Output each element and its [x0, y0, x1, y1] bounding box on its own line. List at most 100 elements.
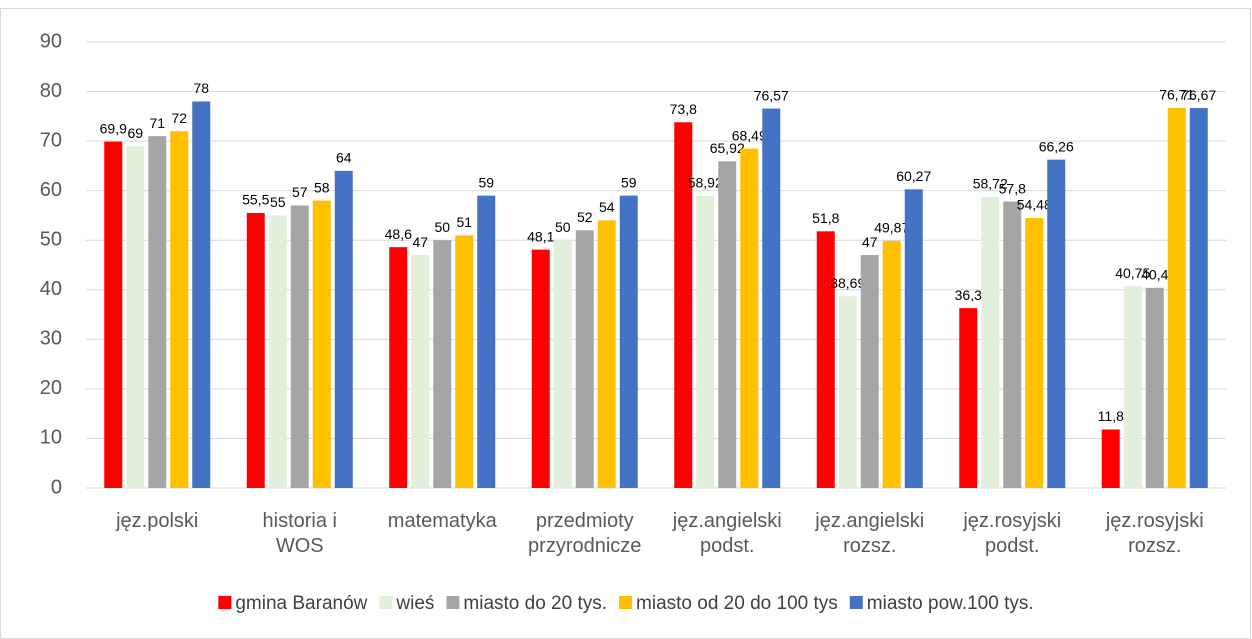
- legend-label: gmina Baranów: [235, 593, 367, 614]
- bar: [1003, 201, 1022, 488]
- value-label: 51,8: [812, 210, 839, 226]
- value-label: 50: [434, 219, 450, 235]
- value-label: 36,3: [955, 287, 982, 303]
- value-label: 69: [127, 125, 143, 141]
- bar: [740, 148, 759, 488]
- value-label: 40,75: [1115, 265, 1150, 281]
- value-label: 73,8: [670, 101, 697, 117]
- legend-label: wieś: [395, 593, 434, 614]
- value-label: 47: [862, 234, 878, 250]
- bar: [531, 249, 550, 488]
- value-label: 68,49: [732, 127, 767, 143]
- x-tick-label: jęz.rosyjski podst.: [962, 510, 1061, 557]
- y-tick-label: 40: [40, 278, 62, 300]
- bar: [981, 197, 1000, 489]
- x-tick-label: jęz.rosyjski rozsz.: [1105, 510, 1204, 557]
- legend-label: miasto pow.100 tys.: [867, 593, 1034, 614]
- value-label: 58,92: [688, 175, 723, 191]
- y-tick-label: 70: [40, 129, 62, 151]
- legend-swatch: [379, 596, 393, 609]
- value-label: 72: [171, 110, 187, 126]
- bar: [959, 308, 978, 488]
- value-label: 64: [336, 150, 352, 166]
- y-tick-label: 90: [40, 30, 62, 52]
- y-tick-label: 80: [40, 80, 62, 102]
- bar: [1189, 108, 1208, 488]
- value-label: 65,92: [710, 140, 745, 156]
- y-tick-label: 10: [40, 427, 62, 449]
- value-label: 54,48: [1017, 197, 1052, 213]
- bar: [433, 240, 452, 488]
- y-tick-label: 0: [51, 476, 62, 498]
- bar: [838, 296, 857, 488]
- bar: [619, 195, 638, 488]
- value-label: 59: [478, 174, 494, 190]
- bar: [290, 205, 309, 489]
- value-label: 60,27: [896, 168, 931, 184]
- y-tick-label: 50: [40, 229, 62, 251]
- legend: gmina Baranów wieś miasto do 20 tys. miasto…: [218, 593, 1034, 614]
- value-label: 48,6: [385, 226, 412, 242]
- bar: [674, 122, 693, 488]
- value-label: 50: [555, 219, 571, 235]
- bar: [1101, 429, 1120, 488]
- value-label: 58: [314, 179, 330, 195]
- bar: [411, 255, 430, 488]
- y-tick-label: 20: [40, 377, 62, 399]
- x-tick-label: jęz.polski: [115, 510, 198, 532]
- bar: [696, 196, 715, 488]
- bar: [477, 195, 496, 488]
- bar: [268, 215, 287, 488]
- bar: [575, 230, 594, 489]
- bar: [1025, 218, 1044, 488]
- value-label: 66,26: [1039, 138, 1074, 154]
- x-tick-label: matematyka: [388, 510, 498, 532]
- y-tick-label: 60: [40, 179, 62, 201]
- bar: [882, 240, 901, 488]
- legend-swatch: [218, 596, 232, 609]
- value-label: 78: [193, 80, 209, 96]
- bar: [148, 136, 167, 488]
- legend-swatch: [446, 596, 460, 609]
- y-tick-label: 30: [40, 328, 62, 350]
- bar: [389, 247, 408, 488]
- value-label: 54: [599, 199, 615, 215]
- x-tick-label: jęz.angielski podst.: [672, 510, 782, 557]
- value-label: 47: [412, 234, 428, 250]
- bar: [1167, 107, 1186, 488]
- value-label: 55: [270, 194, 286, 210]
- value-label: 38,69: [830, 275, 865, 291]
- value-label: 76,67: [1181, 87, 1216, 103]
- bar: [553, 240, 572, 488]
- bar: [334, 170, 353, 488]
- bar: [312, 200, 331, 489]
- bar: [597, 220, 616, 488]
- bar: [1047, 159, 1066, 488]
- value-label: 69,9: [100, 120, 127, 136]
- x-tick-label: jęz.angielski rozsz.: [814, 510, 924, 557]
- value-label: 49,87: [874, 220, 909, 236]
- value-label: 76,71: [1159, 87, 1194, 103]
- bar: [1123, 286, 1142, 488]
- value-label: 58,72: [973, 176, 1008, 192]
- value-label: 11,8: [1098, 408, 1124, 424]
- legend-swatch: [619, 596, 633, 609]
- bar: [246, 212, 265, 488]
- bar: [1145, 287, 1164, 488]
- value-label: 57: [292, 184, 308, 200]
- bar: [192, 101, 211, 488]
- bar: [455, 235, 474, 488]
- value-label: 51: [456, 214, 472, 230]
- value-label: 48,1: [527, 228, 554, 244]
- value-label: 52: [577, 209, 593, 225]
- bar: [104, 141, 123, 488]
- bar: [860, 255, 879, 488]
- legend-label: miasto od 20 do 100 tys: [636, 593, 838, 614]
- value-label: 40,4: [1141, 266, 1168, 282]
- value-label: 59: [621, 174, 637, 190]
- bar: [762, 108, 781, 489]
- value-label: 71: [149, 115, 165, 131]
- bar: [170, 131, 189, 488]
- value-label: 57,8: [999, 180, 1026, 196]
